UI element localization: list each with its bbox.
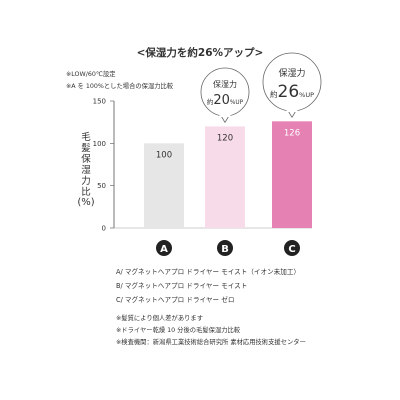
y-axis-label-char: 保 — [81, 153, 91, 165]
callout-value: 約20%UP — [207, 93, 244, 108]
bar-value-label: 120 — [217, 133, 233, 143]
note-top-2: ※A を 100%とした場合の保湿力比較 — [66, 81, 174, 90]
bar-value-label: 126 — [284, 128, 300, 138]
note-bottom-1: ※髪質により個人差があります — [116, 313, 203, 322]
badge-letter: A — [160, 244, 168, 255]
badge-letter: C — [288, 244, 295, 255]
y-tick-label: 50 — [97, 182, 106, 190]
category-badges: A B C — [156, 240, 300, 256]
y-tick-label: 150 — [93, 98, 106, 106]
bar-value-label: 100 — [156, 150, 172, 160]
y-axis-label-char: 髪 — [81, 142, 91, 154]
badge-a: A — [156, 240, 172, 256]
callout-title: 保湿力 — [213, 79, 237, 89]
y-axis-label-char: 湿 — [81, 165, 91, 176]
y-ticks: 0 50 100 150 — [93, 98, 114, 233]
y-axis-unit: (%) — [77, 197, 94, 208]
callout-bubble — [200, 67, 250, 117]
bars: 100 120 126 — [144, 121, 312, 228]
y-tick-label: 100 — [93, 140, 106, 148]
legend-c: C/ マグネットヘアプロ ドライヤー ゼロ — [116, 295, 234, 304]
bar-b — [205, 126, 245, 228]
legend-a: A/ マグネットヘアプロ ドライヤー モイスト（イオン未加工） — [116, 267, 300, 276]
bar-a — [144, 143, 184, 228]
y-axis-label-char: 毛 — [81, 131, 91, 143]
bar-c — [272, 121, 312, 228]
note-bottom-3: ※検査機関：新潟県工業技術総合研究所 素材応用技術支援センター — [116, 337, 306, 346]
callout-value: 約26%UP — [270, 82, 314, 102]
badge-letter: B — [221, 244, 229, 255]
badge-circle — [156, 240, 172, 256]
callout-joint — [219, 113, 231, 117]
legend-b: B/ マグネットヘアプロ ドライヤー モイスト — [116, 281, 247, 290]
y-axis-label-char: 力 — [81, 175, 91, 187]
note-top-1: ※LOW/60℃設定 — [66, 69, 116, 78]
y-tick-label: 0 — [102, 225, 106, 233]
badge-circle — [217, 240, 233, 256]
callout-title: 保湿力 — [278, 67, 305, 79]
badge-circle — [284, 240, 300, 256]
badge-c: C — [284, 240, 300, 256]
y-axis-label: 毛髪保湿力比 — [81, 131, 91, 198]
callout-joint — [286, 108, 298, 112]
note-bottom-2: ※ドライヤー乾燥 10 分後の毛髪保湿力比較 — [116, 325, 241, 334]
y-axis-label-char: 比 — [81, 186, 91, 198]
badge-b: B — [217, 240, 233, 256]
chart-title: <保湿力を約26%アップ> — [137, 46, 264, 59]
